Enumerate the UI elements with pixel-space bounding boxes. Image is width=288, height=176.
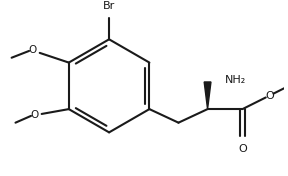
Text: O: O <box>265 90 274 100</box>
Text: O: O <box>238 144 247 154</box>
Text: O: O <box>29 45 37 55</box>
Text: NH₂: NH₂ <box>225 75 246 85</box>
Text: Br: Br <box>103 1 115 11</box>
Polygon shape <box>204 82 211 109</box>
Text: O: O <box>31 110 39 120</box>
